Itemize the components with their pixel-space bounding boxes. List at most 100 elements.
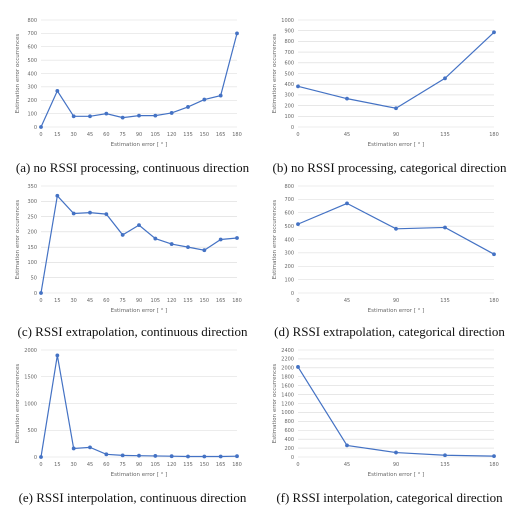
x-tick-label: 45 bbox=[344, 298, 350, 304]
panel-e: 0 500 1000 1500 2000 0 15 30 45 60 75 90 105 120 135 15… bbox=[5, 342, 260, 514]
x-axis-title: Estimation error [ ° ] bbox=[368, 142, 425, 148]
y-tick-label: 400 bbox=[284, 437, 294, 443]
data-point bbox=[55, 88, 60, 93]
data-point bbox=[492, 30, 496, 35]
data-point bbox=[120, 115, 125, 120]
y-tick-label: 500 bbox=[284, 71, 294, 77]
x-axis-title: Estimation error [ ° ] bbox=[111, 472, 168, 478]
data-point bbox=[235, 454, 239, 459]
data-point bbox=[39, 291, 43, 295]
y-axis-title: Estimation error occurrences bbox=[15, 364, 21, 444]
x-tick-label: 90 bbox=[393, 462, 399, 468]
x-tick-label: 135 bbox=[440, 462, 450, 468]
data-point bbox=[202, 454, 207, 459]
data-point bbox=[296, 222, 300, 227]
y-axis-title: Estimation error occurrences bbox=[15, 34, 21, 114]
y-tick-label: 600 bbox=[284, 428, 294, 434]
y-tick-label: 2000 bbox=[24, 348, 37, 354]
data-point bbox=[88, 445, 92, 450]
data-point bbox=[39, 455, 43, 459]
y-tick-label: 0 bbox=[291, 291, 294, 297]
x-tick-label: 165 bbox=[216, 462, 226, 468]
panel-c: 0 50 100 150 200 250 300 350 0 15 30 45 60 75 90 105 120… bbox=[5, 178, 260, 350]
y-tick-label: 350 bbox=[27, 184, 37, 190]
y-tick-label: 400 bbox=[27, 71, 37, 77]
chart-c: 0 50 100 150 200 250 300 350 0 15 30 45 60 75 90 105 120… bbox=[15, 184, 242, 314]
y-tick-label: 800 bbox=[284, 419, 294, 425]
data-point bbox=[235, 236, 239, 240]
x-tick-label: 0 bbox=[39, 462, 42, 468]
x-tick-label: 15 bbox=[54, 132, 60, 138]
chart-b: 0 100 200 300 400 500 600 700 800 900 1000 0 45 90 135… bbox=[272, 18, 499, 148]
data-point bbox=[169, 111, 174, 115]
data-point bbox=[71, 211, 76, 216]
y-tick-label: 200 bbox=[27, 230, 37, 236]
y-tick-label: 300 bbox=[284, 251, 294, 257]
data-point bbox=[443, 76, 447, 81]
chart-f: 0200400600800100012001400160018002000220… bbox=[272, 348, 499, 478]
data-point bbox=[345, 201, 349, 206]
series-line bbox=[40, 194, 238, 294]
chart-d: 0 100 200 300 400 500 600 700 800 0 45 90 135 180 Esti… bbox=[272, 184, 499, 314]
x-tick-label: 135 bbox=[183, 132, 193, 138]
x-axis-title: Estimation error [ ° ] bbox=[368, 472, 425, 478]
data-point bbox=[104, 111, 109, 116]
data-point bbox=[218, 454, 223, 459]
x-tick-label: 90 bbox=[393, 298, 399, 304]
y-tick-label: 300 bbox=[284, 93, 294, 99]
y-tick-label: 800 bbox=[27, 18, 37, 24]
data-point bbox=[169, 454, 174, 459]
y-axis-title: Estimation error occurrences bbox=[272, 364, 278, 444]
x-tick-label: 180 bbox=[232, 132, 242, 138]
x-tick-label: 180 bbox=[232, 298, 242, 304]
data-point bbox=[186, 454, 190, 459]
x-tick-label: 150 bbox=[200, 298, 210, 304]
x-tick-label: 180 bbox=[489, 462, 499, 468]
data-point bbox=[186, 105, 190, 109]
x-axis-title: Estimation error [ ° ] bbox=[368, 308, 425, 314]
y-tick-label: 200 bbox=[284, 446, 294, 452]
chart-a: 0 100 200 300 400 500 600 700 800 0 15 30 45 60 75 90 10… bbox=[15, 18, 242, 148]
y-tick-label: 250 bbox=[27, 214, 37, 220]
data-point bbox=[137, 113, 141, 118]
data-point bbox=[218, 93, 223, 98]
x-tick-label: 60 bbox=[103, 132, 109, 138]
y-tick-label: 0 bbox=[34, 125, 37, 131]
x-tick-label: 90 bbox=[393, 132, 399, 138]
panel-d: 0 100 200 300 400 500 600 700 800 0 45 90 135 180 Esti… bbox=[262, 178, 517, 350]
caption-f: (f) RSSI interpolation, categorical dire… bbox=[276, 490, 503, 505]
x-tick-label: 105 bbox=[151, 462, 161, 468]
data-point bbox=[492, 252, 496, 257]
x-tick-label: 0 bbox=[296, 298, 299, 304]
y-tick-label: 300 bbox=[27, 199, 37, 205]
y-tick-label: 2200 bbox=[281, 357, 294, 363]
x-tick-label: 105 bbox=[151, 298, 161, 304]
data-point bbox=[345, 96, 349, 101]
y-axis-title: Estimation error occurrences bbox=[272, 34, 278, 114]
x-tick-label: 165 bbox=[216, 132, 226, 138]
y-tick-label: 1000 bbox=[281, 410, 294, 416]
x-tick-label: 0 bbox=[39, 132, 42, 138]
series-line bbox=[297, 31, 495, 109]
y-tick-label: 1500 bbox=[24, 375, 37, 381]
y-tick-label: 600 bbox=[27, 45, 37, 51]
y-tick-label: 200 bbox=[284, 103, 294, 109]
y-tick-label: 800 bbox=[284, 184, 294, 190]
x-tick-label: 180 bbox=[489, 132, 499, 138]
y-axis-title: Estimation error occurrences bbox=[272, 200, 278, 280]
data-point bbox=[71, 114, 76, 119]
y-tick-label: 900 bbox=[284, 29, 294, 35]
data-point bbox=[55, 353, 60, 358]
panel-b: 0 100 200 300 400 500 600 700 800 900 1000 0 45 90 135… bbox=[262, 12, 517, 184]
x-tick-label: 15 bbox=[54, 298, 60, 304]
y-tick-label: 50 bbox=[31, 276, 37, 282]
y-tick-label: 1000 bbox=[281, 18, 294, 24]
data-point bbox=[218, 237, 223, 242]
x-tick-label: 90 bbox=[136, 298, 142, 304]
x-tick-label: 120 bbox=[167, 298, 177, 304]
data-point bbox=[71, 446, 76, 451]
caption-e: (e) RSSI interpolation, continuous direc… bbox=[18, 490, 247, 505]
y-tick-label: 1600 bbox=[281, 383, 294, 389]
y-tick-label: 500 bbox=[27, 428, 37, 434]
data-point bbox=[296, 84, 300, 89]
